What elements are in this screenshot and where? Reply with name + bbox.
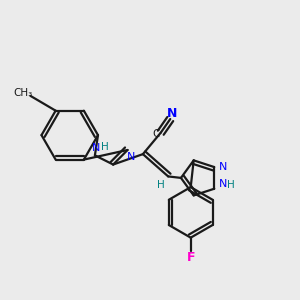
Text: H: H [157,180,165,190]
Text: C: C [153,129,160,139]
Text: N: N [127,152,135,161]
Text: N: N [167,107,177,120]
Text: H: H [101,142,109,152]
Text: F: F [187,251,195,264]
Text: N: N [218,162,227,172]
Text: N: N [92,143,100,153]
Text: CH₃: CH₃ [13,88,33,98]
Text: H: H [227,180,235,190]
Text: N: N [218,179,227,189]
